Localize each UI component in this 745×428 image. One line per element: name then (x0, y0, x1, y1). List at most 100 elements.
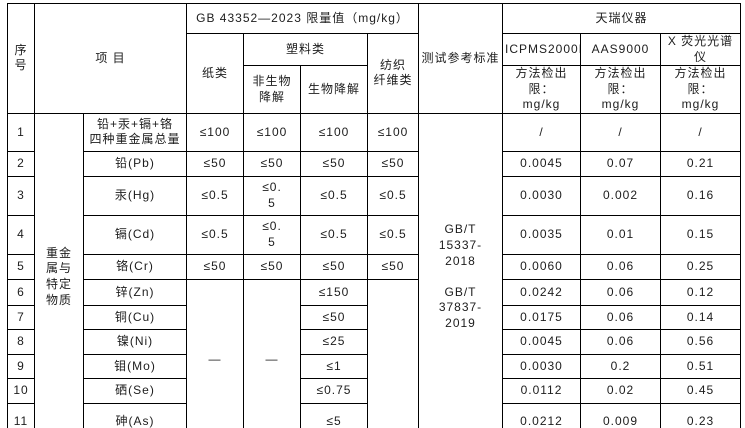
cell-detection-xrf: 0.21 (659, 150, 742, 177)
heavy-metal-limits-table: 序号 项 目 GB 43352—2023 限量值（mg/kg） 测试参考标准 天… (7, 3, 742, 428)
cell-detection-aas: 0.01 (580, 214, 661, 255)
header-detection-limit-xrf: 方法检出限： mg/kg (659, 65, 742, 114)
cell-detection-xrf: 0.56 (659, 328, 742, 355)
cell-item-name: 铬(Cr) (83, 253, 187, 280)
header-detection-limit-aas: 方法检出限： mg/kg (580, 65, 661, 114)
cell-serial: 2 (7, 150, 35, 177)
cell-detection-xrf: 0.51 (659, 353, 742, 379)
cell-detection-icpms: 0.0242 (502, 278, 581, 306)
cell-limit-non-bio: ≤50 (243, 150, 301, 177)
header-instrument-icpms: ICPMS2000E (502, 32, 581, 67)
cell-limit-bio: ≤0.5 (300, 214, 368, 255)
table-row: 5 铬(Cr) ≤50 ≤50 ≤50 ≤50 0.0060 0.06 0.25 (7, 253, 742, 280)
header-row-2: 纸类 塑料类 纺织 纤维类 ICPMS2000E AAS9000 X 荧光光谱仪 (8, 32, 742, 114)
header-detection-limit-icpms: 方法检出限： mg/kg (502, 65, 581, 114)
cell-serial: 7 (7, 304, 35, 330)
header-test-standard: 测试参考标准 (418, 3, 503, 114)
cell-detection-aas: 0.06 (580, 278, 661, 306)
cell-detection-xrf: 0.25 (659, 253, 742, 280)
cell-limit-textile: ≤0.5 (367, 175, 419, 216)
dash-non-bio-merged: — (243, 278, 301, 428)
cell-limit-textile: ≤50 (367, 253, 419, 280)
cell-detection-icpms: 0.0060 (502, 253, 581, 280)
table-row: 6 锌(Zn) — — ≤150 0.0242 0.06 0.12 (7, 278, 742, 428)
cell-detection-xrf: 0.45 (659, 377, 742, 404)
header-gb-limit-group: GB 43352—2023 限量值（mg/kg） (186, 3, 419, 34)
header-textile: 纺织 纤维类 (367, 33, 419, 114)
cell-serial: 11 (7, 402, 35, 428)
cell-detection-aas: 0.06 (580, 253, 661, 280)
cell-item-name: 镉(Cd) (83, 214, 187, 255)
cell-limit-paper: ≤50 (186, 253, 244, 280)
cell-limit-bio: ≤5 (300, 402, 368, 428)
cell-detection-aas: 0.02 (580, 377, 661, 404)
cell-detection-icpms: 0.0112 (502, 377, 581, 404)
cell-detection-aas: 0.002 (580, 175, 661, 216)
cell-item-name: 硒(Se) (83, 377, 187, 404)
cell-item-name: 砷(As) (83, 402, 187, 428)
cell-item-name: 铅+汞+镉+铬 四种重金属总量 (83, 112, 187, 152)
cell-limit-textile: ≤0.5 (367, 214, 419, 255)
cell-detection-aas: 0.06 (580, 328, 661, 355)
cell-serial: 10 (7, 377, 35, 404)
cell-limit-bio: ≤50 (300, 253, 368, 280)
header-instrument-xrf: X 荧光光谱仪 (659, 32, 742, 67)
test-standard-cell: GB/T 15337- 2018 GB/T 37837- 2019 (418, 112, 503, 428)
cell-detection-icpms: 0.0030 (502, 175, 581, 216)
header-row-1: 序号 项 目 GB 43352—2023 限量值（mg/kg） 测试参考标准 天… (7, 3, 742, 114)
header-plastics-bio: 生物降解 (300, 65, 368, 114)
cell-detection-aas: 0.06 (580, 304, 661, 330)
cell-serial: 9 (7, 353, 35, 379)
cell-detection-xrf: 0.15 (659, 214, 742, 255)
table-row: 3 汞(Hg) ≤0.5 ≤0. 5 ≤0.5 ≤0.5 0.0030 0.00… (7, 175, 742, 216)
table-row: 2 铅(Pb) ≤50 ≤50 ≤50 ≤50 0.0045 0.07 0.21 (7, 150, 742, 177)
cell-detection-icpms: 0.0045 (502, 328, 581, 355)
header-plastics-non-bio: 非生物 降解 (243, 65, 301, 114)
cell-detection-xrf: 0.23 (659, 402, 742, 428)
cell-item-name: 铜(Cu) (83, 304, 187, 330)
cell-detection-aas: 0.07 (580, 150, 661, 177)
cell-limit-paper: ≤0.5 (186, 214, 244, 255)
cell-limit-bio: ≤50 (300, 150, 368, 177)
table-row: 4 镉(Cd) ≤0.5 ≤0. 5 ≤0.5 ≤0.5 0.0035 0.01… (7, 214, 742, 255)
cell-detection-xrf: / (659, 112, 742, 152)
header-paper: 纸类 (186, 33, 244, 114)
cell-detection-aas: / (580, 112, 661, 152)
header-row-3: 非生物 降解 生物降解 方法检出限： mg/kg 方法检出限： mg/kg 方法… (8, 65, 742, 114)
cell-serial: 6 (7, 278, 35, 306)
header-plastics-group: 塑料类 (243, 32, 368, 67)
cell-detection-icpms: 0.0212 (502, 402, 581, 428)
cell-limit-textile: ≤100 (367, 112, 419, 152)
cell-limit-paper: ≤100 (186, 112, 244, 152)
cell-item-name: 铅(Pb) (83, 150, 187, 177)
cell-detection-aas: 0.009 (580, 402, 661, 428)
header-instrument-aas: AAS9000 (580, 32, 661, 67)
cell-serial: 8 (7, 328, 35, 355)
table-row: 1 重金 属与 特定 物质 铅+汞+镉+铬 四种重金属总量 ≤100 ≤100 … (7, 112, 742, 428)
cell-limit-bio: ≤100 (300, 112, 368, 152)
cell-serial: 4 (7, 214, 35, 255)
cell-limit-bio: ≤0.75 (300, 377, 368, 404)
cell-serial: 5 (7, 253, 35, 280)
category-label: 重金 属与 特定 物质 (34, 112, 84, 428)
dash-paper-merged: — (186, 278, 244, 428)
cell-detection-aas: 0.2 (580, 353, 661, 379)
cell-detection-icpms: 0.0035 (502, 214, 581, 255)
cell-limit-textile: ≤50 (367, 150, 419, 177)
cell-detection-icpms: 0.0030 (502, 353, 581, 379)
cell-detection-xrf: 0.16 (659, 175, 742, 216)
cell-limit-non-bio: ≤0. 5 (243, 175, 301, 216)
cell-detection-icpms: 0.0045 (502, 150, 581, 177)
table-row: 9 钼(Mo) ≤1 0.0030 0.2 0.51 (7, 353, 742, 379)
header-serial: 序号 (7, 3, 35, 114)
cell-item-name: 汞(Hg) (83, 175, 187, 216)
cell-limit-paper: ≤0.5 (186, 175, 244, 216)
cell-limit-bio: ≤0.5 (300, 175, 368, 216)
cell-serial: 3 (7, 175, 35, 216)
cell-limit-bio: ≤25 (300, 328, 368, 355)
table-row: 10 硒(Se) ≤0.75 0.0112 0.02 0.45 (7, 377, 742, 404)
textile-blank-merged (367, 278, 419, 428)
cell-detection-xrf: 0.12 (659, 278, 742, 306)
cell-serial: 1 (7, 112, 35, 152)
cell-item-name: 钼(Mo) (83, 353, 187, 379)
